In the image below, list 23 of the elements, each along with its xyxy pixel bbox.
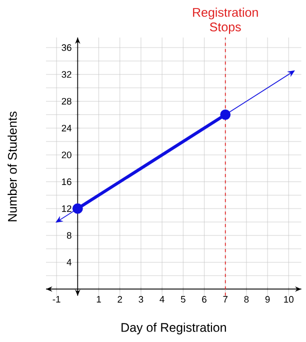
y-tick-label: 12 [62,205,72,212]
y-tick-label: 32 [62,71,72,78]
x-tick-label: 10 [284,296,294,303]
ref-line-label: Registration Stops [193,8,258,34]
y-tick-label: 28 [62,98,72,105]
x-tick-label: 8 [244,296,249,303]
y-tick-label: 24 [62,124,72,132]
y-tick-label: 20 [62,152,72,158]
x-axis-title: Day of Registration [122,322,226,334]
x-tick-label: 7 [223,296,228,302]
x-tick-label: -1 [52,296,60,302]
x-tick-label: 5 [180,296,186,303]
y-tick-label: 4 [66,259,72,266]
x-tick-label: 9 [265,296,270,303]
y-tick-label: 16 [62,178,72,186]
y-tick-label: 36 [62,44,72,51]
x-tick-label: 1 [96,296,101,302]
y-axis-title: Number of Students [8,112,17,222]
x-tick-label: 6 [202,296,206,303]
x-tick-label: 4 [160,296,164,302]
y-tick-label: 8 [67,232,72,239]
x-tick-label: 3 [138,296,144,303]
x-tick-label: 2 [118,296,122,303]
